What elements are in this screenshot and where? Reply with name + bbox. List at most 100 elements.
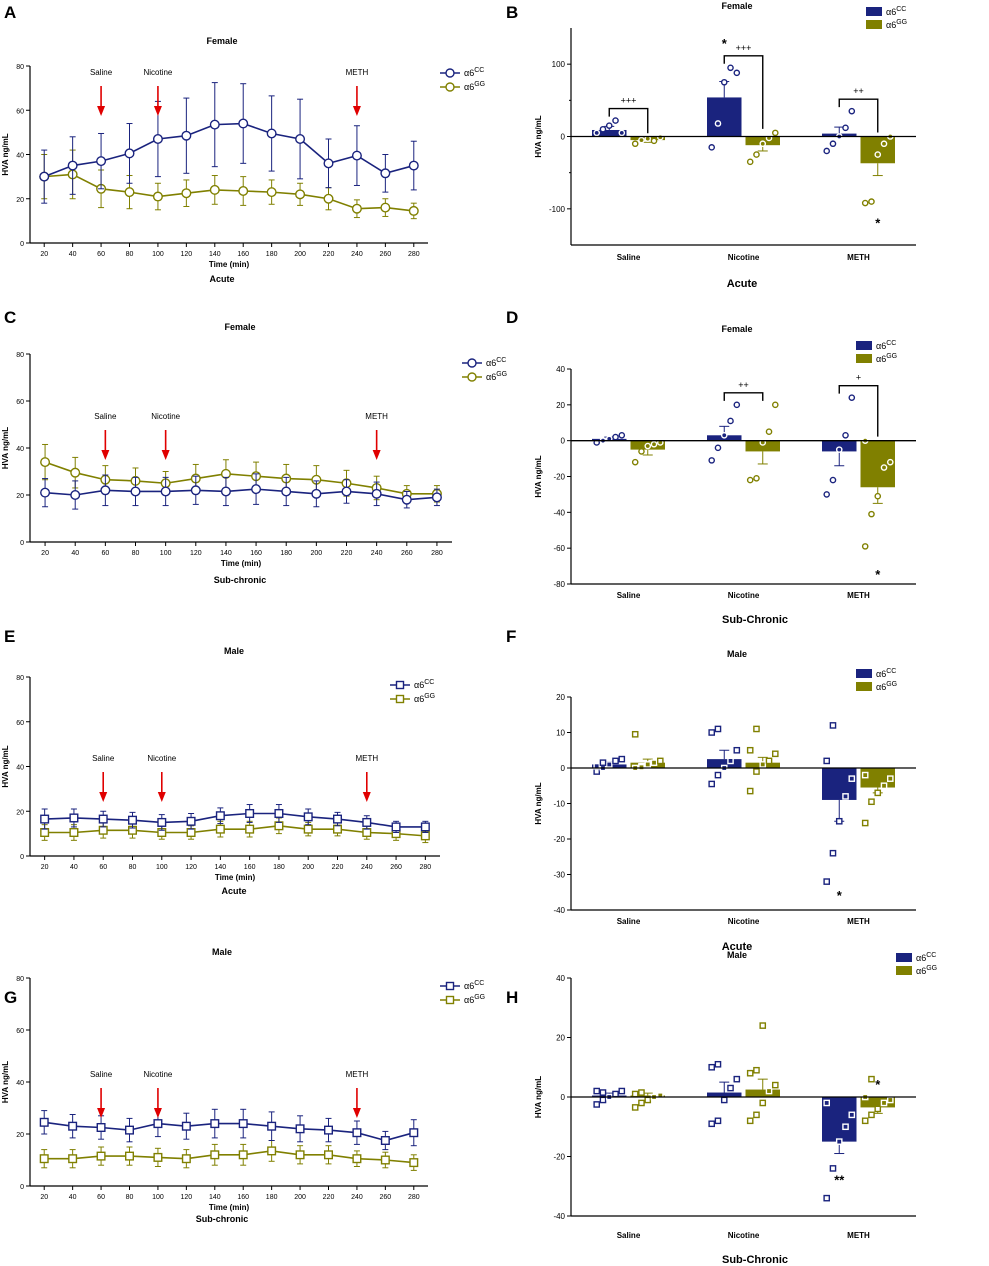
- y-tick-label: 40: [16, 1080, 24, 1087]
- data-point: [215, 824, 225, 834]
- category-label: Nicotine: [728, 1231, 760, 1240]
- scatter-point: [720, 1096, 728, 1104]
- scatter-point: [714, 771, 722, 779]
- x-tick-label: 240: [371, 550, 383, 557]
- asterisk-label: *: [875, 567, 881, 582]
- arrow-head: [153, 1108, 162, 1118]
- scatter-point: [727, 64, 734, 72]
- legend-label: α6GG: [886, 19, 907, 30]
- data-point: [181, 1121, 191, 1131]
- data-point: [96, 156, 107, 167]
- scatter-point: [593, 1087, 601, 1095]
- y-tick-label: 0: [561, 1093, 566, 1102]
- data-point: [352, 1128, 362, 1138]
- series-gg: [630, 725, 895, 827]
- scatter-point: [720, 78, 728, 86]
- arrow-label: Nicotine: [151, 412, 180, 421]
- data-point: [39, 1117, 49, 1127]
- scatter-point: [886, 1096, 894, 1104]
- x-tick-label: 80: [126, 1194, 134, 1201]
- arrow-label: Saline: [90, 1070, 113, 1079]
- scatter-point: [765, 757, 773, 765]
- scatter-point: [599, 759, 607, 766]
- arrow-head: [352, 1108, 361, 1118]
- legend-label: α6CC: [464, 67, 484, 78]
- data-point: [215, 811, 225, 821]
- data-point: [238, 1150, 248, 1160]
- scatter-point: [650, 440, 658, 448]
- y-tick-label: 20: [556, 1034, 565, 1043]
- chart-subtitle: Acute: [221, 886, 246, 896]
- scatter-point: [759, 761, 767, 768]
- scatter-point: [880, 782, 888, 790]
- scatter-point: [771, 401, 779, 409]
- data-point: [380, 202, 391, 213]
- data-point: [303, 824, 313, 834]
- data-point: [362, 828, 372, 838]
- x-tick-label: 140: [209, 1194, 221, 1201]
- data-point: [311, 488, 322, 499]
- data-point: [124, 148, 135, 159]
- scatter-point: [874, 789, 882, 797]
- panel-letter: E: [4, 627, 15, 646]
- legend-label: α6GG: [916, 965, 937, 976]
- panel-H: H Male Sub-Chronic -40 -20 0 20 40 HVA ng/mL Sali…: [506, 950, 937, 1266]
- y-tick-label: -40: [553, 1212, 565, 1221]
- legend: α6CC α6GG: [440, 980, 485, 1005]
- bar: [707, 97, 742, 137]
- y-tick-label: 40: [16, 153, 24, 160]
- data-point: [160, 486, 171, 497]
- y-tick-label: 40: [16, 765, 24, 772]
- x-tick-label: 140: [209, 251, 221, 258]
- legend-marker: [467, 372, 477, 382]
- data-point: [100, 485, 111, 496]
- x-tick-label: 120: [181, 251, 193, 258]
- x-axis-label: Sub-Chronic: [722, 614, 788, 626]
- data-point: [401, 494, 412, 505]
- data-point: [371, 488, 382, 499]
- data-point: [408, 205, 419, 216]
- y-tick-label: 60: [16, 399, 24, 406]
- scatter-point: [746, 787, 754, 795]
- y-tick-label: 40: [16, 446, 24, 453]
- data-point: [210, 1150, 220, 1160]
- scatter-point: [753, 1111, 760, 1119]
- panel-letter: F: [506, 627, 516, 646]
- scatter-point: [708, 144, 716, 151]
- data-point: [352, 1154, 362, 1164]
- data-point: [96, 1122, 106, 1132]
- y-tick-label: 80: [16, 64, 24, 71]
- legend: α6CC α6GG: [856, 340, 897, 364]
- x-axis-label: Time (min): [221, 559, 262, 568]
- category-label: Nicotine: [728, 253, 760, 262]
- significance-bracket: [723, 392, 764, 401]
- data-point: [69, 828, 79, 838]
- scatter-point: [605, 761, 613, 768]
- significance-label: +++: [736, 43, 752, 53]
- asterisk-label: *: [875, 1077, 881, 1092]
- scatter-point: [753, 474, 760, 482]
- legend-marker: [445, 995, 455, 1005]
- y-axis-label: HVA ng/mL: [1, 133, 10, 175]
- scatter-point: [714, 120, 722, 127]
- x-tick-label: 180: [280, 550, 292, 557]
- series-cc: [592, 722, 857, 885]
- x-tick-label: 160: [244, 864, 256, 871]
- x-tick-label: 80: [126, 251, 134, 258]
- scatter-point: [880, 464, 888, 471]
- scatter-point: [861, 543, 869, 550]
- y-tick-label: 60: [16, 108, 24, 115]
- data-point: [409, 1158, 419, 1168]
- asterisk-label: *: [837, 888, 843, 903]
- scatter-point: [618, 129, 626, 137]
- y-tick-label: -10: [553, 800, 565, 809]
- legend: α6CC α6GG: [390, 679, 435, 704]
- scatter-point: [746, 1069, 754, 1077]
- data-point: [68, 1121, 78, 1131]
- y-tick-label: -20: [553, 1153, 565, 1162]
- data-point: [152, 191, 163, 202]
- panel-D: D Female Sub-Chronic -80 -60 -40 -20 0 20 40 HVA n…: [506, 308, 916, 626]
- data-point: [157, 817, 167, 827]
- legend-label: α6GG: [414, 693, 435, 704]
- scatter-point: [656, 1092, 664, 1099]
